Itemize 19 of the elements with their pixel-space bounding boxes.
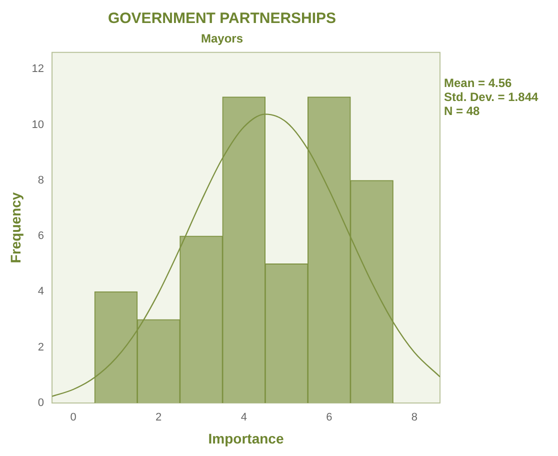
y-tick-label: 2 [38, 341, 44, 354]
x-axis-title: Importance [208, 430, 284, 446]
chart-title: GOVERNMENT PARTNERSHIPS [108, 10, 336, 28]
y-tick-label: 10 [32, 118, 44, 131]
text: Mean = 4.56 [444, 76, 513, 90]
x-tick-label: 6 [326, 412, 332, 424]
x-tick-label: 8 [411, 412, 418, 424]
text: Std. Dev. = 1.844 [444, 90, 538, 104]
y-axis-title: Frequency [7, 192, 24, 264]
x-tick-label: 0 [70, 412, 76, 424]
y-tick-label: 0 [38, 397, 44, 410]
y-tick-label: 6 [38, 230, 44, 242]
x-tick-label: 4 [240, 412, 247, 424]
y-tick-label: 8 [38, 174, 44, 186]
y-tick-label: 4 [38, 286, 44, 298]
text: N = 48 [444, 104, 481, 118]
chart-subtitle: Mayors [200, 32, 244, 46]
x-tick-label: 2 [156, 412, 162, 424]
y-tick-label: 12 [32, 63, 44, 76]
